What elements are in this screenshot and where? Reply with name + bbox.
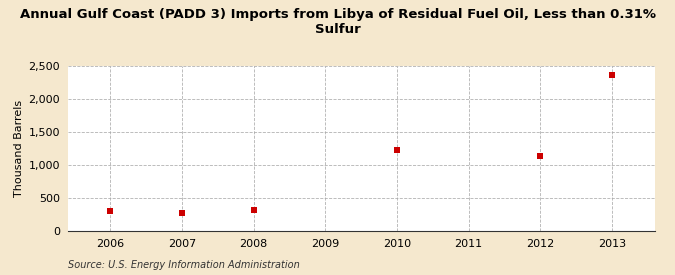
Point — [535, 154, 545, 158]
Point — [177, 210, 188, 215]
Point — [392, 148, 402, 152]
Y-axis label: Thousand Barrels: Thousand Barrels — [14, 100, 24, 197]
Text: Source: U.S. Energy Information Administration: Source: U.S. Energy Information Administ… — [68, 260, 299, 270]
Point — [606, 72, 617, 77]
Point — [105, 209, 116, 213]
Point — [248, 208, 259, 212]
Text: Annual Gulf Coast (PADD 3) Imports from Libya of Residual Fuel Oil, Less than 0.: Annual Gulf Coast (PADD 3) Imports from … — [20, 8, 655, 36]
